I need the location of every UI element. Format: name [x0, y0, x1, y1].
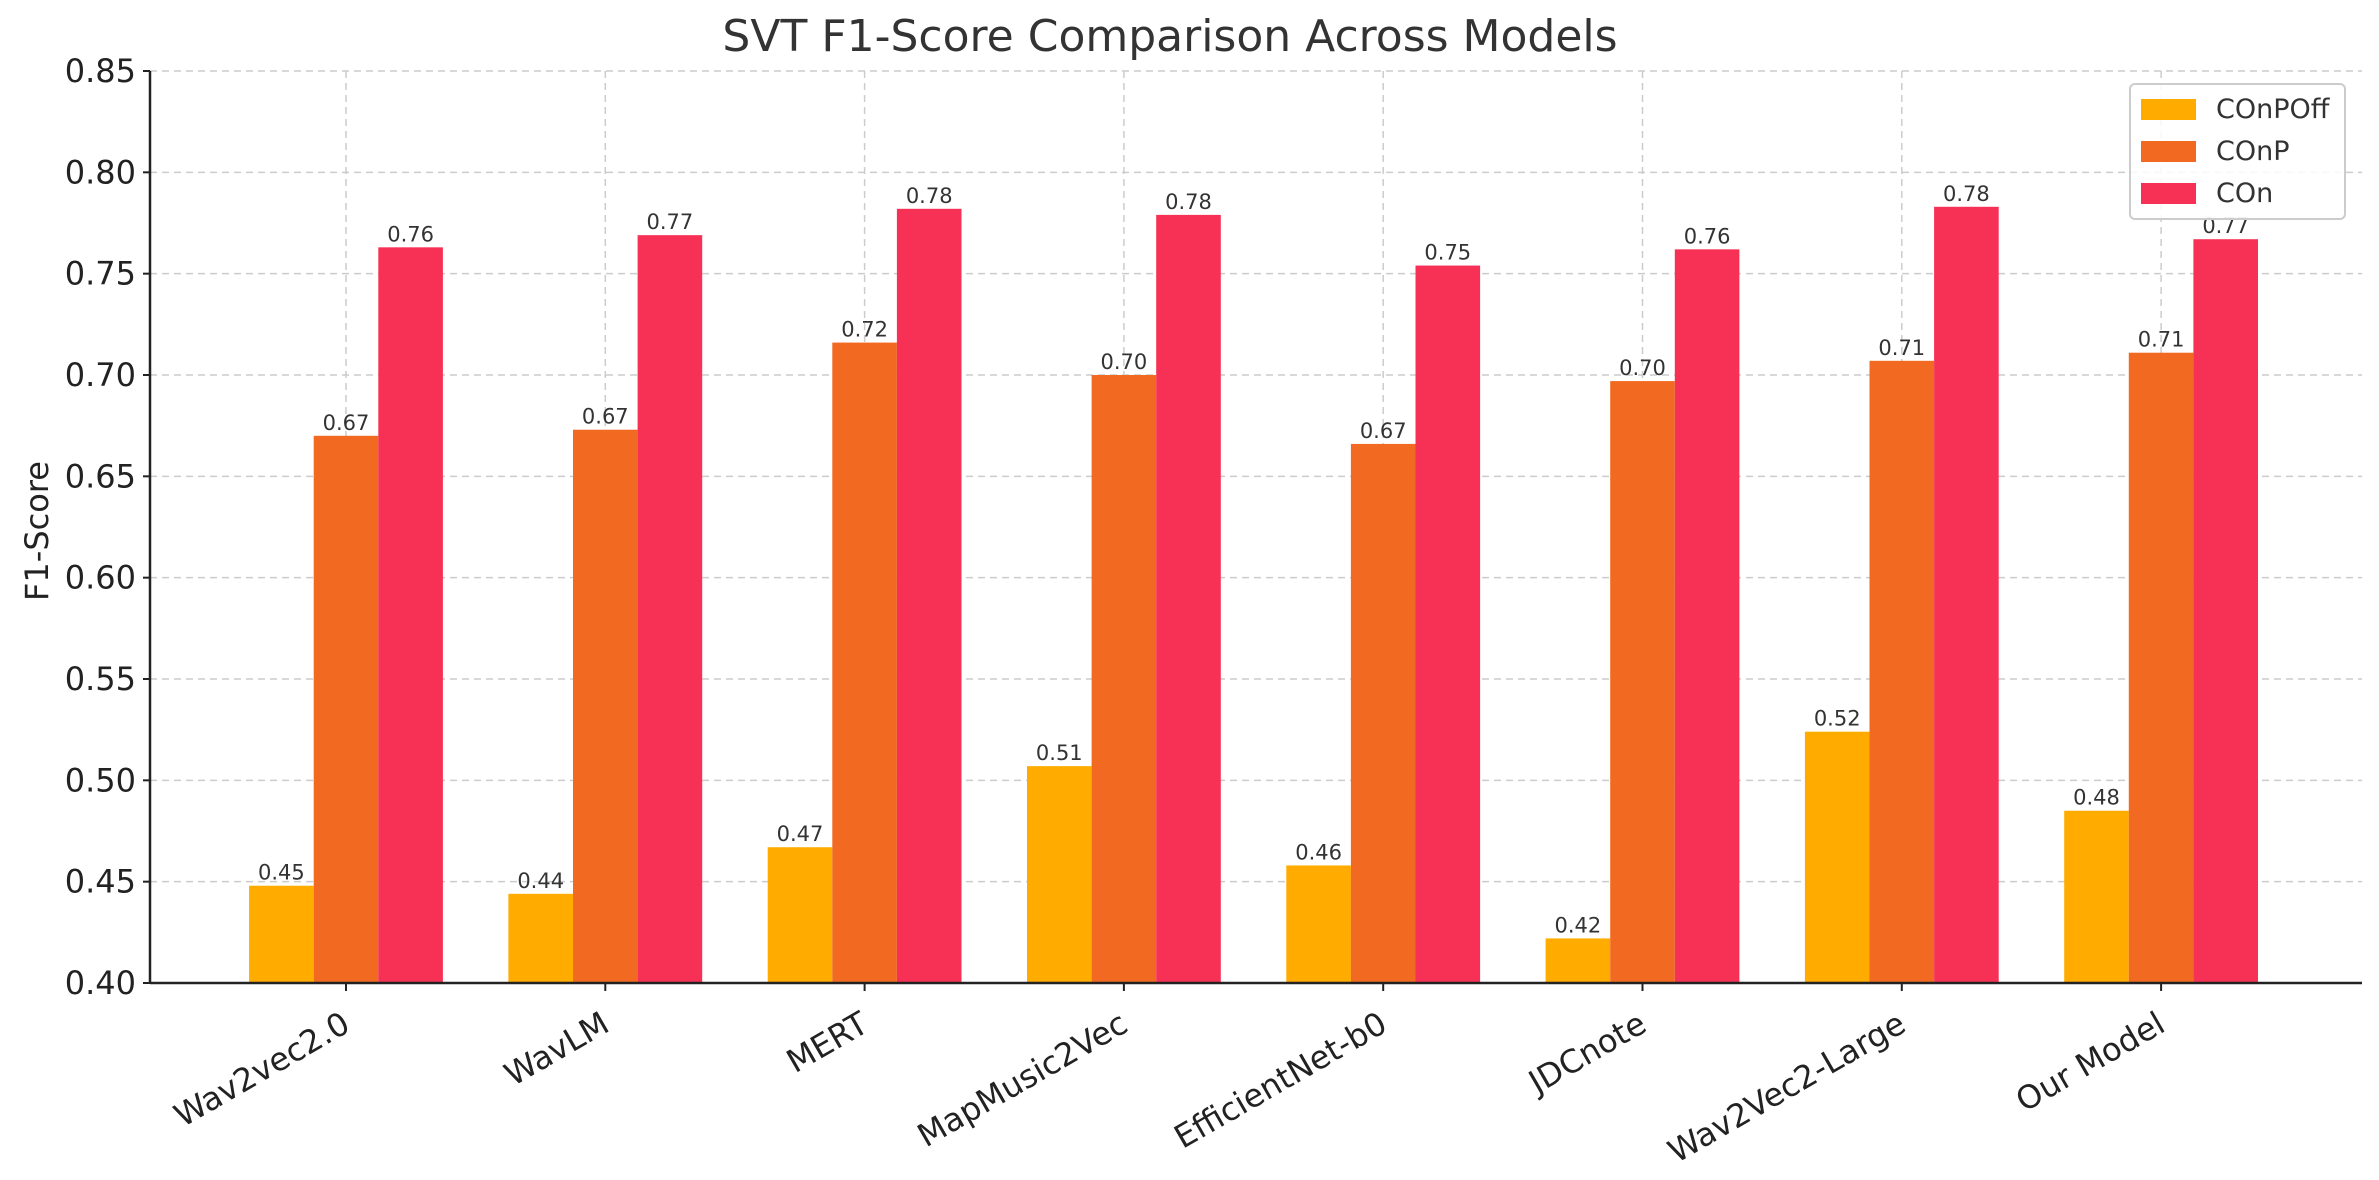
x-tick-label: JDCnote	[1520, 1004, 1652, 1102]
bar-value-label: 0.71	[2138, 328, 2185, 352]
bar-value-label: 0.76	[1684, 224, 1731, 248]
legend-label-con[interactable]: COn	[2216, 178, 2273, 209]
y-tick-label: 0.45	[65, 863, 136, 901]
bar-con-2[interactable]	[896, 208, 962, 983]
bar-value-label: 0.46	[1295, 840, 1342, 864]
bar-value-label: 0.75	[1424, 241, 1471, 265]
bar-conp-4[interactable]	[1350, 443, 1416, 983]
y-tick-label: 0.75	[65, 255, 136, 293]
bar-value-label: 0.67	[1360, 419, 1407, 443]
bar-con-6[interactable]	[1934, 206, 1999, 983]
bar-value-label: 0.45	[258, 861, 305, 885]
bar-conpoff-3[interactable]	[1027, 766, 1092, 983]
bar-value-labels: 0.45 0.44 0.47 0.51 0.46 0.42 0.52 0.48 0.67 0.67…	[258, 182, 2249, 938]
bar-conp-0[interactable]	[313, 435, 379, 983]
gridlines	[150, 70, 2362, 983]
bar-value-label: 0.67	[582, 405, 629, 429]
bar-conpoff-2[interactable]	[767, 847, 833, 983]
y-tick-label: 0.85	[65, 52, 136, 90]
bar-value-label: 0.70	[1619, 356, 1666, 380]
bar-conp-2[interactable]	[832, 342, 897, 983]
bar-value-label: 0.72	[841, 318, 888, 342]
legend-swatch-conpoff[interactable]	[2141, 99, 2196, 120]
y-tick-label: 0.60	[65, 559, 136, 597]
x-tick-label: EfficientNet-b0	[1168, 1004, 1394, 1156]
bar-value-label: 0.78	[906, 184, 953, 208]
y-axis-label: F1-Score	[18, 461, 56, 601]
bar-value-label: 0.44	[517, 869, 564, 893]
y-tick-label: 0.55	[65, 660, 136, 698]
bar-value-label: 0.67	[323, 411, 370, 435]
legend-label-conpoff[interactable]: COnPOff	[2216, 94, 2331, 125]
bar-con-0[interactable]	[378, 247, 443, 983]
x-tick-label: WavLM	[498, 1004, 615, 1094]
bar-value-label: 0.77	[647, 210, 694, 234]
bar-conpoff-6[interactable]	[1804, 731, 1870, 983]
bars	[249, 206, 2258, 984]
bar-value-label: 0.51	[1036, 741, 1083, 765]
bar-conp-5[interactable]	[1610, 381, 1675, 984]
bar-value-label: 0.78	[1165, 190, 1212, 214]
x-tick-label: Our Model	[2009, 1004, 2171, 1119]
legend-swatch-conp[interactable]	[2141, 141, 2196, 162]
x-tick-label: Wav2vec2.0	[168, 1004, 356, 1135]
bar-value-label: 0.48	[2073, 786, 2120, 810]
bar-conpoff-0[interactable]	[249, 885, 314, 983]
bar-con-7[interactable]	[2193, 239, 2258, 984]
bar-conpoff-7[interactable]	[2064, 810, 2129, 983]
bar-conpoff-5[interactable]	[1545, 938, 1611, 983]
bar-value-label: 0.78	[1943, 182, 1990, 206]
bar-conpoff-1[interactable]	[508, 893, 573, 983]
x-tick-label: Wav2Vec2-Large	[1661, 1004, 1911, 1170]
bar-value-label: 0.52	[1814, 707, 1861, 731]
legend-swatch-con[interactable]	[2141, 183, 2196, 204]
bar-value-label: 0.71	[1878, 336, 1925, 360]
bar-con-4[interactable]	[1415, 265, 1481, 983]
bar-conp-3[interactable]	[1091, 375, 1157, 983]
bar-value-label: 0.76	[387, 222, 434, 246]
y-tick-label: 0.80	[65, 153, 136, 191]
bar-conp-1[interactable]	[573, 429, 638, 984]
chart-title: SVT F1-Score Comparison Across Models	[722, 11, 1617, 62]
y-tick-label: 0.70	[65, 356, 136, 394]
legend[interactable]: COnPOff COnP COn	[2129, 83, 2346, 220]
bar-value-label: 0.47	[777, 822, 824, 846]
x-tick-label: MapMusic2Vec	[911, 1004, 1134, 1155]
bar-conp-6[interactable]	[1869, 360, 1935, 983]
x-tick-label: MERT	[780, 1004, 875, 1081]
bar-con-3[interactable]	[1156, 214, 1221, 984]
y-tick-label: 0.50	[65, 761, 136, 799]
bar-value-label: 0.70	[1101, 350, 1148, 374]
bar-conp-7[interactable]	[2128, 352, 2194, 983]
y-tick-label: 0.40	[65, 964, 136, 1002]
bar-conpoff-4[interactable]	[1286, 865, 1351, 983]
bar-con-1[interactable]	[637, 235, 703, 983]
bar-value-label: 0.42	[1555, 913, 1602, 937]
y-tick-label: 0.65	[65, 457, 136, 495]
legend-label-conp[interactable]: COnP	[2216, 136, 2290, 167]
bar-con-5[interactable]	[1674, 249, 1740, 983]
